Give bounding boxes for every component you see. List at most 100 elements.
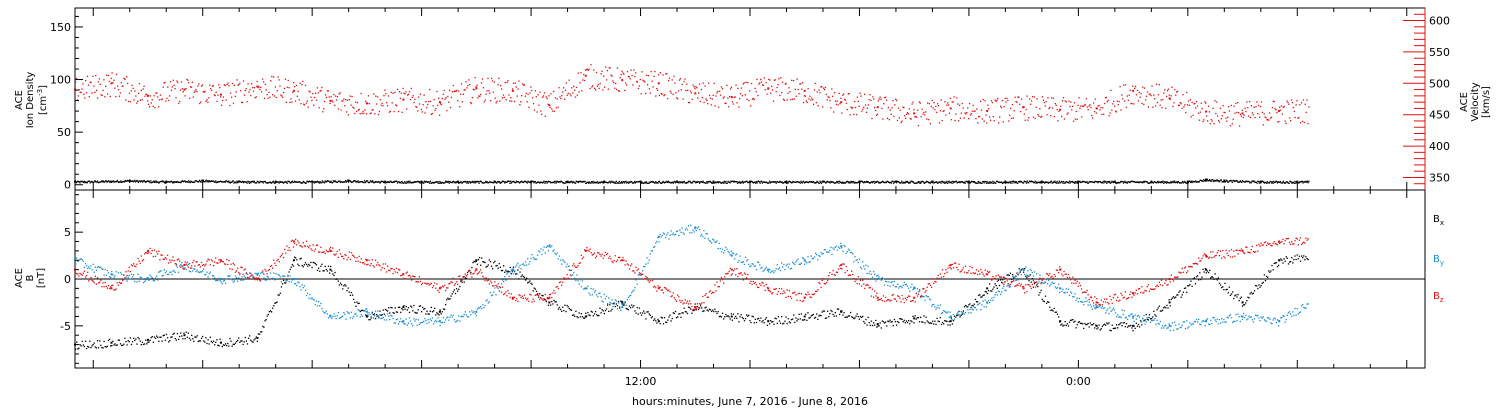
by-point bbox=[511, 268, 514, 271]
density-sample bbox=[1111, 181, 1114, 183]
bx-sample bbox=[1092, 323, 1095, 325]
density-sample bbox=[982, 180, 985, 183]
by-sample bbox=[580, 285, 583, 288]
velocity-sample bbox=[845, 102, 848, 104]
density-sample bbox=[1257, 180, 1259, 182]
velocity-sample bbox=[111, 72, 113, 74]
density-sample bbox=[482, 182, 484, 184]
density-sample bbox=[790, 182, 793, 184]
density-sample bbox=[438, 180, 440, 183]
density-sample bbox=[629, 181, 631, 183]
velocity-sample bbox=[1282, 106, 1285, 109]
velocity-sample bbox=[502, 94, 505, 96]
bx-sample bbox=[561, 310, 563, 312]
velocity-sample bbox=[1269, 112, 1271, 114]
density-sample bbox=[647, 182, 650, 184]
velocity-sample bbox=[972, 104, 974, 107]
by-sample bbox=[96, 266, 99, 268]
by-sample bbox=[269, 272, 272, 274]
velocity-sample bbox=[364, 109, 366, 111]
velocity-sample bbox=[1304, 103, 1306, 105]
density-sample bbox=[812, 181, 815, 183]
bx-sample bbox=[522, 275, 524, 278]
bx-sample bbox=[1143, 320, 1145, 322]
by-sample bbox=[129, 278, 132, 280]
by-sample bbox=[449, 316, 451, 318]
density-sample bbox=[1175, 181, 1177, 184]
density-sample bbox=[888, 181, 890, 184]
velocity-sample bbox=[1063, 118, 1066, 120]
velocity-sample bbox=[1113, 100, 1115, 103]
by-sample bbox=[80, 258, 82, 260]
velocity-sample bbox=[885, 99, 888, 101]
bx-sample bbox=[616, 305, 619, 307]
velocity-sample bbox=[1206, 115, 1208, 117]
velocity-sample bbox=[1008, 120, 1010, 122]
bx-sample bbox=[163, 334, 165, 336]
bx-sample bbox=[617, 300, 620, 303]
bx-sample bbox=[131, 341, 134, 343]
velocity-sample bbox=[1119, 85, 1121, 88]
density-sample bbox=[160, 180, 162, 183]
density-sample bbox=[264, 181, 267, 183]
by-sample bbox=[371, 312, 373, 314]
density-sample bbox=[750, 181, 752, 183]
bx-sample bbox=[984, 290, 986, 293]
velocity-sample bbox=[590, 64, 592, 66]
velocity-sample bbox=[1253, 106, 1255, 108]
bx-point bbox=[840, 310, 843, 313]
bx-sample bbox=[103, 340, 105, 343]
density-sample bbox=[229, 182, 232, 184]
density-sample bbox=[738, 182, 740, 184]
velocity-sample bbox=[384, 89, 386, 91]
velocity-sample bbox=[252, 90, 255, 92]
velocity-sample bbox=[738, 106, 740, 108]
bx-sample bbox=[679, 313, 681, 315]
bx-sample bbox=[493, 262, 495, 264]
bx-sample bbox=[1213, 278, 1215, 281]
by-sample bbox=[599, 292, 601, 294]
density-sample bbox=[517, 181, 519, 183]
velocity-sample bbox=[265, 89, 267, 91]
by-sample bbox=[467, 316, 470, 318]
by-sample bbox=[794, 263, 796, 266]
density-sample bbox=[669, 181, 671, 183]
velocity-sample bbox=[1047, 97, 1049, 99]
bx-sample bbox=[785, 316, 787, 318]
bx-sample bbox=[1017, 274, 1019, 276]
by-sample bbox=[743, 263, 746, 266]
by-sample bbox=[807, 256, 809, 258]
density-sample bbox=[377, 181, 379, 183]
bx-sample bbox=[1076, 323, 1078, 326]
velocity-sample bbox=[103, 79, 105, 81]
bx-sample bbox=[218, 345, 220, 347]
bx-point bbox=[1132, 324, 1135, 327]
density-sample bbox=[199, 179, 201, 182]
density-sample bbox=[381, 180, 383, 183]
bx-sample bbox=[107, 339, 110, 342]
bx-sample bbox=[224, 343, 227, 345]
density-sample bbox=[606, 182, 609, 184]
density-sample bbox=[82, 180, 84, 183]
bx-sample bbox=[622, 304, 624, 306]
bx-sample bbox=[755, 321, 758, 324]
density-sample bbox=[534, 180, 536, 183]
velocity-sample bbox=[204, 90, 206, 93]
bx-sample bbox=[200, 337, 203, 340]
density-sample bbox=[893, 182, 895, 184]
bx-sample bbox=[215, 341, 217, 343]
density-sample bbox=[855, 182, 858, 184]
by-sample bbox=[143, 280, 146, 283]
density-sample bbox=[978, 182, 980, 184]
density-sample bbox=[343, 181, 345, 183]
velocity-sample bbox=[493, 81, 495, 83]
velocity-sample bbox=[1050, 115, 1052, 117]
velocity-sample bbox=[682, 98, 684, 100]
density-sample bbox=[1293, 182, 1295, 184]
density-sample bbox=[96, 180, 99, 182]
density-sample bbox=[800, 180, 802, 182]
by-sample bbox=[648, 259, 650, 261]
density-sample bbox=[795, 181, 798, 183]
velocity-sample bbox=[758, 83, 760, 85]
bx-sample bbox=[1290, 261, 1292, 263]
